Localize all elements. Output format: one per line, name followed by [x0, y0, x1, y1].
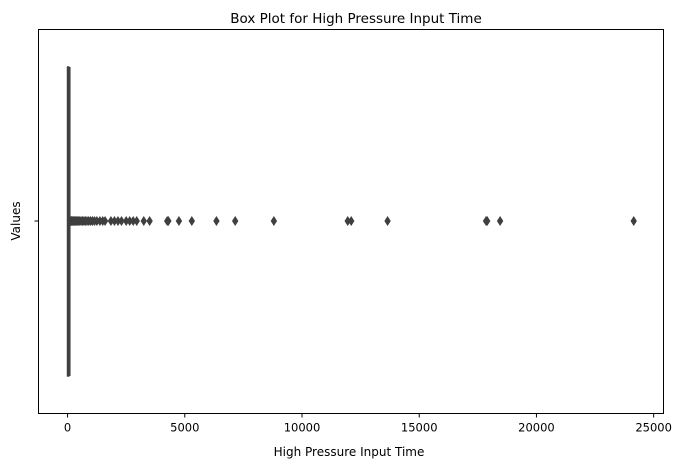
x-tick-label: 25000 [635, 421, 672, 435]
outlier-point [122, 216, 130, 226]
outlier-point [133, 216, 140, 226]
x-tick-label: 20000 [518, 421, 555, 435]
outlier-point [111, 216, 118, 226]
x-tick-label: 10000 [284, 421, 321, 435]
outlier-point [126, 216, 133, 226]
y-axis-label: Values [9, 201, 23, 240]
box-plot-marks [66, 66, 637, 377]
outlier-point [496, 216, 504, 226]
outlier-point [231, 216, 239, 226]
x-tick-label: 5000 [170, 421, 199, 435]
outlier-point [344, 216, 351, 226]
x-axis-label: High Pressure Input Time [274, 445, 425, 459]
outlier-point [114, 216, 122, 226]
outlier-point [188, 216, 196, 226]
outlier-point [165, 216, 172, 226]
outlier-point [348, 216, 355, 226]
x-tick-label: 0 [64, 421, 71, 435]
chart-title: Box Plot for High Pressure Input Time [230, 11, 482, 27]
x-axis-ticks: 0 5000 10000 15000 20000 25000 [64, 413, 672, 435]
outlier-point [146, 216, 153, 226]
outlier-point [630, 216, 637, 226]
outlier-point [101, 216, 109, 226]
outlier-point [130, 216, 137, 226]
outlier-point [384, 216, 391, 226]
outlier-point [175, 216, 183, 226]
outlier-point [484, 216, 491, 226]
outlier-point [213, 216, 220, 226]
outlier-point [270, 216, 278, 226]
outlier-point [140, 216, 147, 226]
outlier-point [107, 216, 115, 226]
outlier-point [118, 216, 125, 226]
x-tick-label: 15000 [401, 421, 438, 435]
